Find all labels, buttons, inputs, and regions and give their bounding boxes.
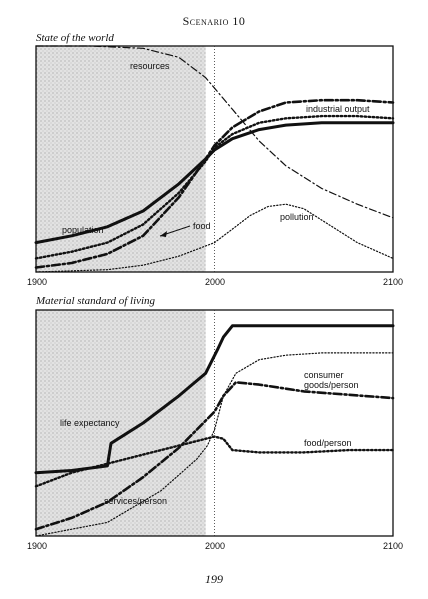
series-line-services-person <box>34 381 395 531</box>
label-consumer-goods-line2: goods/person <box>304 380 359 390</box>
x-tick-2100-top: 2100 <box>383 277 404 287</box>
label-food-person: food/person <box>304 438 352 448</box>
series-line-pollution <box>35 203 394 273</box>
series-line-resources <box>35 45 394 219</box>
x-tick-2000-bottom: 2000 <box>205 541 226 551</box>
historical-shading <box>36 46 206 272</box>
page-number: 199 <box>205 572 223 586</box>
bottom-chart-panel <box>34 309 395 537</box>
series-line-food <box>34 114 395 260</box>
chart-heading: Scenario 10 <box>0 14 428 29</box>
label-services-person: services/person <box>104 496 167 506</box>
historical-shading <box>36 310 206 536</box>
label-pollution: pollution <box>280 212 314 222</box>
x-tick-1900-bottom: 1900 <box>27 541 48 551</box>
label-life-expectancy: life expectancy <box>60 418 120 428</box>
top-panel-title: State of the world <box>36 32 114 44</box>
label-food: food <box>193 221 211 231</box>
x-tick-2100-bottom: 2100 <box>383 541 404 551</box>
label-population: population <box>62 225 104 235</box>
series-line-life-expectancy <box>34 324 395 475</box>
food-arrow-head <box>160 231 167 237</box>
x-tick-2000-top: 2000 <box>205 277 226 287</box>
series-line-food-person <box>34 435 395 488</box>
label-resources: resources <box>130 61 170 71</box>
label-industrial-output: industrial output <box>306 104 370 114</box>
series-line-consumer-goods-person <box>35 352 394 537</box>
x-tick-1900-top: 1900 <box>27 277 48 287</box>
top-chart-panel <box>34 45 395 273</box>
label-consumer-goods-line1: consumer <box>304 370 344 380</box>
scenario-title: Scenario 10 <box>182 14 246 28</box>
series-line-industrial-output <box>34 98 395 269</box>
bottom-panel-title: Material standard of living <box>36 295 156 307</box>
series-line-population <box>34 121 395 245</box>
